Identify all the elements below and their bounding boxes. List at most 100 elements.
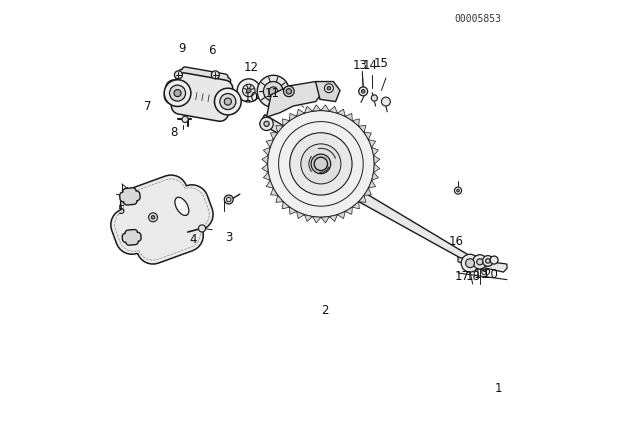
Text: 1: 1 [494,382,502,395]
Circle shape [211,71,220,79]
Polygon shape [266,181,273,188]
Circle shape [457,189,460,192]
Polygon shape [267,82,324,117]
Polygon shape [369,181,376,188]
Circle shape [362,90,365,93]
Polygon shape [345,207,352,215]
Polygon shape [305,215,312,221]
Circle shape [483,256,493,266]
Ellipse shape [175,197,189,215]
Polygon shape [458,258,507,272]
Circle shape [284,86,294,97]
Circle shape [290,133,352,195]
Text: 16: 16 [448,235,463,248]
Polygon shape [312,105,321,111]
Circle shape [371,95,378,101]
Polygon shape [263,172,270,181]
Text: 11: 11 [265,87,280,100]
Polygon shape [164,73,240,121]
Polygon shape [329,215,337,221]
Text: 17: 17 [455,270,470,283]
Text: 4: 4 [189,233,197,246]
Polygon shape [276,195,283,202]
Polygon shape [312,217,321,223]
Polygon shape [358,125,366,133]
Text: 12: 12 [243,61,259,74]
Text: 19: 19 [474,268,489,281]
Circle shape [224,195,233,204]
Circle shape [170,85,186,101]
Polygon shape [120,188,140,205]
Polygon shape [282,119,289,126]
Polygon shape [122,229,141,245]
Circle shape [477,259,483,265]
Circle shape [490,256,498,264]
Polygon shape [111,175,213,264]
Polygon shape [374,155,380,164]
Text: 9: 9 [178,42,186,55]
Circle shape [486,259,490,263]
Polygon shape [364,133,371,140]
Polygon shape [282,202,289,209]
Polygon shape [358,195,366,202]
Circle shape [175,71,182,79]
Circle shape [174,90,181,97]
Circle shape [301,144,341,184]
Polygon shape [266,140,273,147]
Polygon shape [372,147,378,155]
Polygon shape [276,125,283,133]
Circle shape [286,89,291,94]
Polygon shape [271,133,278,140]
Text: 20: 20 [483,268,497,281]
Circle shape [237,79,260,102]
Circle shape [260,117,273,130]
Circle shape [214,88,241,115]
Text: 8: 8 [170,126,178,139]
Polygon shape [336,179,488,272]
Polygon shape [296,211,305,219]
Text: 00005853: 00005853 [454,14,502,24]
Circle shape [465,259,474,267]
Circle shape [164,80,191,107]
Circle shape [327,86,331,90]
Circle shape [324,84,333,93]
Polygon shape [262,164,268,172]
Circle shape [381,97,390,106]
Circle shape [243,84,255,97]
Polygon shape [289,113,296,121]
Circle shape [224,98,232,105]
Text: 10: 10 [244,90,259,103]
Circle shape [311,154,331,174]
Circle shape [461,254,479,272]
Text: 3: 3 [225,231,232,244]
Polygon shape [321,217,329,223]
Polygon shape [260,115,314,149]
Circle shape [257,75,289,108]
Polygon shape [345,113,352,121]
Polygon shape [374,164,380,172]
Circle shape [359,87,367,96]
Text: 14: 14 [363,60,378,73]
Text: 13: 13 [353,60,367,73]
Text: 7: 7 [143,99,151,112]
Polygon shape [178,67,230,89]
Polygon shape [271,188,278,195]
Circle shape [314,157,328,171]
Polygon shape [296,109,305,116]
Circle shape [473,255,487,269]
Text: 6: 6 [209,44,216,57]
Polygon shape [352,202,359,209]
Circle shape [151,215,155,219]
Polygon shape [352,119,359,126]
Circle shape [264,82,283,101]
Circle shape [269,87,278,96]
Circle shape [148,213,157,222]
Polygon shape [329,106,337,113]
Circle shape [246,88,251,93]
Polygon shape [337,109,345,116]
Polygon shape [289,207,296,215]
Polygon shape [369,140,376,147]
Circle shape [454,187,461,194]
Polygon shape [372,172,378,181]
Polygon shape [262,155,268,164]
